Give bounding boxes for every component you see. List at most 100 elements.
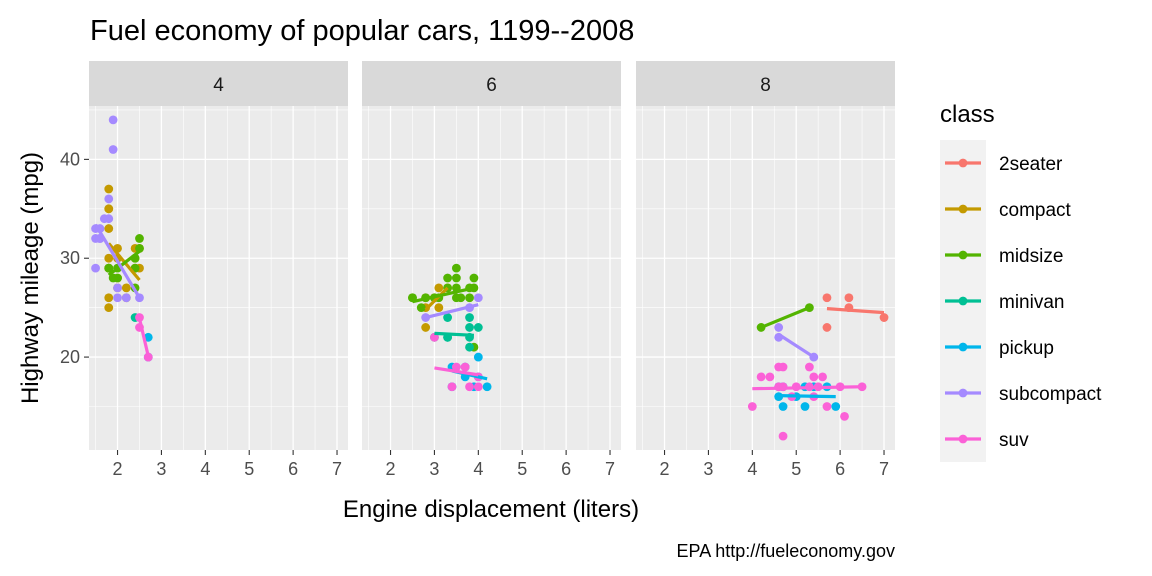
data-point-suv <box>473 382 483 392</box>
data-point-suv <box>465 382 474 392</box>
data-point-subcompact <box>104 194 114 204</box>
facet-panel-6: 6 2 3 4 5 6 7 <box>362 61 621 479</box>
legend-key-point <box>958 296 968 306</box>
legend-label: suv <box>999 430 1029 451</box>
legend-key-point <box>958 434 968 444</box>
trend-line-subcompact <box>425 303 479 320</box>
data-point-compact <box>104 253 114 263</box>
data-point-suv <box>778 431 788 441</box>
x-tick-label: 5 <box>791 459 801 479</box>
trend-line-minivan <box>434 331 475 337</box>
data-point-subcompact <box>104 214 114 224</box>
data-point-minivan <box>465 342 474 352</box>
data-point-compact <box>104 184 114 194</box>
legend-item-pickup: pickup <box>940 324 1054 370</box>
trend-line-subcompact <box>94 223 141 299</box>
panel-background <box>89 106 348 450</box>
legend-label: subcompact <box>999 384 1102 405</box>
chart-caption: EPA http://fueleconomy.gov <box>677 541 895 561</box>
data-point-compact <box>121 283 131 293</box>
facet-panel-4: 4 2 3 4 5 6 7 <box>89 61 348 479</box>
y-tick-label: 20 <box>60 347 80 367</box>
data-point-compact <box>434 303 444 313</box>
facet-strip <box>362 61 621 106</box>
data-point-suv <box>818 372 827 382</box>
legend-label: 2seater <box>999 154 1063 175</box>
legend-key-point <box>958 342 968 352</box>
data-point-2seater <box>822 323 832 332</box>
x-tick-label: 3 <box>156 459 166 479</box>
x-axis-title: Engine displacement (liters) <box>343 496 639 523</box>
chart-title: Fuel economy of popular cars, 1199--2008 <box>90 15 634 47</box>
data-point-minivan <box>473 323 483 332</box>
data-point-pickup <box>800 402 810 411</box>
data-point-compact <box>434 283 444 293</box>
data-point-midsize <box>451 263 461 273</box>
trend-line-pickup <box>778 394 836 399</box>
panel-background <box>636 106 895 450</box>
facet-panels: 4 2 3 4 5 6 7 6 2 3 4 5 6 7 8 2 3 4 5 6 7 <box>89 61 895 479</box>
legend-label: midsize <box>999 246 1063 267</box>
legend-item-subcompact: subcompact <box>940 370 1102 416</box>
data-point-pickup <box>482 382 492 392</box>
data-point-suv <box>747 402 757 411</box>
data-point-suv <box>778 362 788 372</box>
y-tick-label: 40 <box>60 149 80 169</box>
legend-title: class <box>940 101 995 128</box>
data-point-compact <box>104 204 114 214</box>
data-point-subcompact <box>113 293 122 303</box>
legend-key-point <box>958 158 968 168</box>
data-point-subcompact <box>774 323 784 332</box>
data-point-midsize <box>443 273 453 283</box>
data-point-subcompact <box>473 293 483 303</box>
facet-panel-8: 8 2 3 4 5 6 7 <box>636 61 895 479</box>
facet-strip <box>89 61 348 106</box>
x-tick-label: 2 <box>660 459 670 479</box>
y-tick-label: 30 <box>60 248 80 268</box>
x-tick-label: 5 <box>244 459 254 479</box>
panel-background <box>362 106 621 450</box>
legend-key-point <box>958 388 968 398</box>
data-point-midsize <box>104 263 114 273</box>
data-point-subcompact <box>91 263 100 273</box>
y-axis: 20 30 40 <box>60 149 89 367</box>
trend-line-midsize <box>760 306 811 329</box>
x-tick-label: 6 <box>561 459 571 479</box>
data-point-suv <box>840 411 849 421</box>
data-point-midsize <box>451 273 461 283</box>
data-point-compact <box>421 323 431 332</box>
x-tick-label: 6 <box>288 459 298 479</box>
data-point-2seater <box>822 293 832 303</box>
x-tick-label: 5 <box>517 459 527 479</box>
trend-line-suv <box>137 318 150 357</box>
legend-item-2seater: 2seater <box>940 140 1063 186</box>
legend-label: pickup <box>999 338 1054 359</box>
data-point-suv <box>756 372 766 382</box>
x-tick-label: 2 <box>113 459 123 479</box>
data-point-midsize <box>108 273 118 283</box>
data-point-midsize <box>135 234 144 243</box>
x-tick-label: 3 <box>703 459 713 479</box>
data-point-suv <box>809 372 819 382</box>
data-point-compact <box>104 224 114 233</box>
data-point-minivan <box>443 313 453 322</box>
legend-key-point <box>958 250 968 260</box>
data-point-suv <box>143 352 153 362</box>
trend-line-midsize <box>412 286 475 304</box>
data-point-pickup <box>778 402 788 411</box>
data-point-suv <box>430 332 439 342</box>
trend-line-suv <box>434 366 479 377</box>
data-point-midsize <box>416 303 426 313</box>
data-point-midsize <box>469 273 479 283</box>
legend-key-point <box>958 204 968 214</box>
data-point-minivan <box>465 323 474 332</box>
data-point-midsize <box>456 293 466 303</box>
trend-line-compact <box>424 286 449 311</box>
data-point-midsize <box>465 293 474 303</box>
x-tick-label: 6 <box>835 459 845 479</box>
data-point-suv <box>460 362 470 372</box>
legend-item-compact: compact <box>940 186 1072 232</box>
legend-item-minivan: minivan <box>940 278 1064 324</box>
data-point-suv <box>804 362 814 372</box>
data-point-suv <box>765 372 775 382</box>
